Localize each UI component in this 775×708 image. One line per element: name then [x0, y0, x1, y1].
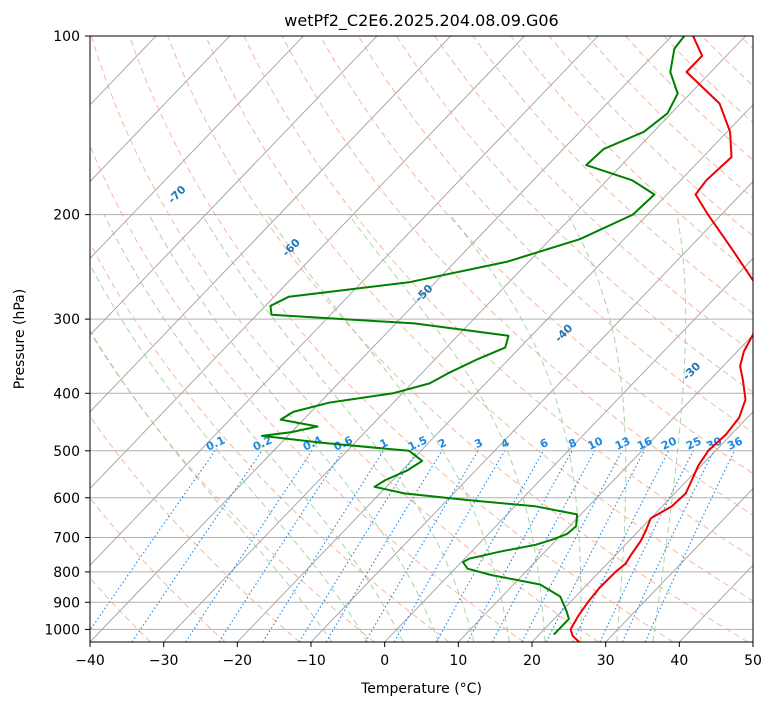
temperature-profile: [569, 36, 753, 642]
isotherm-0: [384, 257, 753, 642]
mixing-ratio-label: 36: [725, 434, 745, 452]
x-axis-ticks: −40 −30 −20 −10 0 10 20 30 40 50: [75, 642, 762, 669]
x-tick-label: −20: [223, 653, 253, 669]
y-tick-label: 100: [53, 29, 80, 45]
y-tick-label: 500: [53, 444, 80, 460]
mixing-ratio-label: 13: [613, 435, 632, 453]
moist-adiabat-30: [567, 214, 627, 642]
mixing-ratio-label: 20: [659, 434, 679, 452]
chart-title: wetPf2_C2E6.2025.204.08.09.G06: [284, 11, 558, 31]
isotherm-30: [605, 487, 753, 642]
isotherm-grid: [90, 36, 753, 642]
mixing-ratio-label: 10: [586, 434, 606, 452]
dry-adiabat-328: [205, 36, 753, 602]
sounding-profiles: [261, 36, 753, 642]
isotherm-20: [531, 411, 753, 642]
moist-adiabat-15: [266, 214, 510, 642]
dry-adiabat-298: [90, 36, 599, 642]
mixing-ratio-line-0.2: [131, 450, 263, 642]
moist-adiabat-20: [348, 214, 546, 642]
isotherm--80: [90, 36, 378, 336]
mixing-ratio-line-10: [491, 450, 596, 642]
y-tick-label: 1000: [44, 622, 80, 638]
moist-adiabat--10: [90, 329, 333, 642]
y-tick-label: 800: [53, 565, 80, 581]
moist-adiabat-35: [652, 214, 687, 642]
moist-adiabat-10: [201, 214, 475, 642]
isotherm-10: [458, 334, 753, 642]
mixing-ratio-line-0.1: [90, 450, 216, 632]
y-tick-label: 700: [53, 531, 80, 547]
x-tick-label: −10: [296, 653, 326, 669]
x-tick-label: 50: [744, 653, 762, 669]
mixing-ratio-label: 25: [684, 434, 703, 452]
mixing-ratio-line-8: [467, 450, 573, 642]
dry-adiabat-288: [90, 144, 525, 642]
dry-adiabat-248: [90, 497, 226, 642]
mixing-ratio-line-0.4: [185, 450, 313, 642]
moist-adiabat-0: [103, 214, 404, 642]
y-tick-label: 600: [53, 491, 80, 507]
plot-area: -100-90-80-70-60-50-40-30-20-10010203040…: [90, 36, 753, 642]
x-tick-label: −40: [75, 653, 105, 669]
plot-frame: [89, 35, 754, 643]
x-tick-label: −30: [149, 653, 179, 669]
dry-adiabats: [90, 36, 753, 642]
dry-adiabat-378: [396, 36, 753, 393]
y-axis-ticks: 1000 900 800 700 600 500 400 300 200 100: [44, 29, 90, 638]
x-tick-label: 40: [670, 653, 688, 669]
mixing-ratio-label: 16: [635, 434, 655, 452]
isotherm--90: [90, 36, 304, 259]
moist-adiabat-5: [148, 214, 439, 642]
dry-adiabat-398: [472, 36, 753, 314]
mixing-ratio-line-25: [599, 450, 694, 642]
x-tick-label: 0: [380, 653, 389, 669]
isotherm--20: [237, 104, 753, 642]
mixing-ratio-label: 30: [705, 434, 725, 452]
dewpoint-profile: [261, 36, 686, 636]
mixing-ratio-lines: [90, 450, 735, 642]
x-tick-label: 20: [523, 653, 541, 669]
isotherm--50: [90, 36, 599, 566]
y-tick-label: 400: [53, 386, 80, 402]
x-tick-label: 10: [449, 653, 467, 669]
isotherm--100: [90, 36, 231, 183]
mixing-ratio-labels: 0.1 0.2 0.4 0.6 1 1.5 2 3 4 6 8 10 13 16 20 25 30 36: [204, 433, 745, 453]
x-axis-label: Temperature (°C): [360, 681, 482, 697]
mixing-ratio-line-20: [572, 450, 669, 642]
isotherm--70: [90, 36, 452, 413]
moist-adiabats: [90, 214, 687, 642]
y-axis-label: Pressure (hPa): [12, 289, 28, 389]
dry-adiabat-308: [128, 36, 674, 642]
moist-adiabat-25: [449, 214, 582, 642]
dry-adiabat-348: [281, 36, 753, 516]
y-tick-label: 200: [53, 208, 80, 224]
y-tick-label: 300: [53, 312, 80, 328]
mixing-ratio-line-6: [435, 450, 545, 642]
dry-adiabat-318: [167, 36, 749, 642]
x-tick-label: 30: [597, 653, 615, 669]
isotherm--30: [163, 36, 746, 642]
y-tick-label: 900: [53, 595, 80, 611]
dry-adiabat-258: [90, 415, 301, 642]
moist-adiabat--5: [90, 263, 369, 642]
dry-adiabat-338: [243, 36, 753, 559]
isotherm--10: [310, 180, 753, 642]
mixing-ratio-line-0.6: [218, 450, 344, 642]
dry-adiabat-388: [434, 36, 753, 354]
isotherm--40: [90, 36, 673, 642]
mixing-ratio-line-1: [262, 450, 384, 642]
